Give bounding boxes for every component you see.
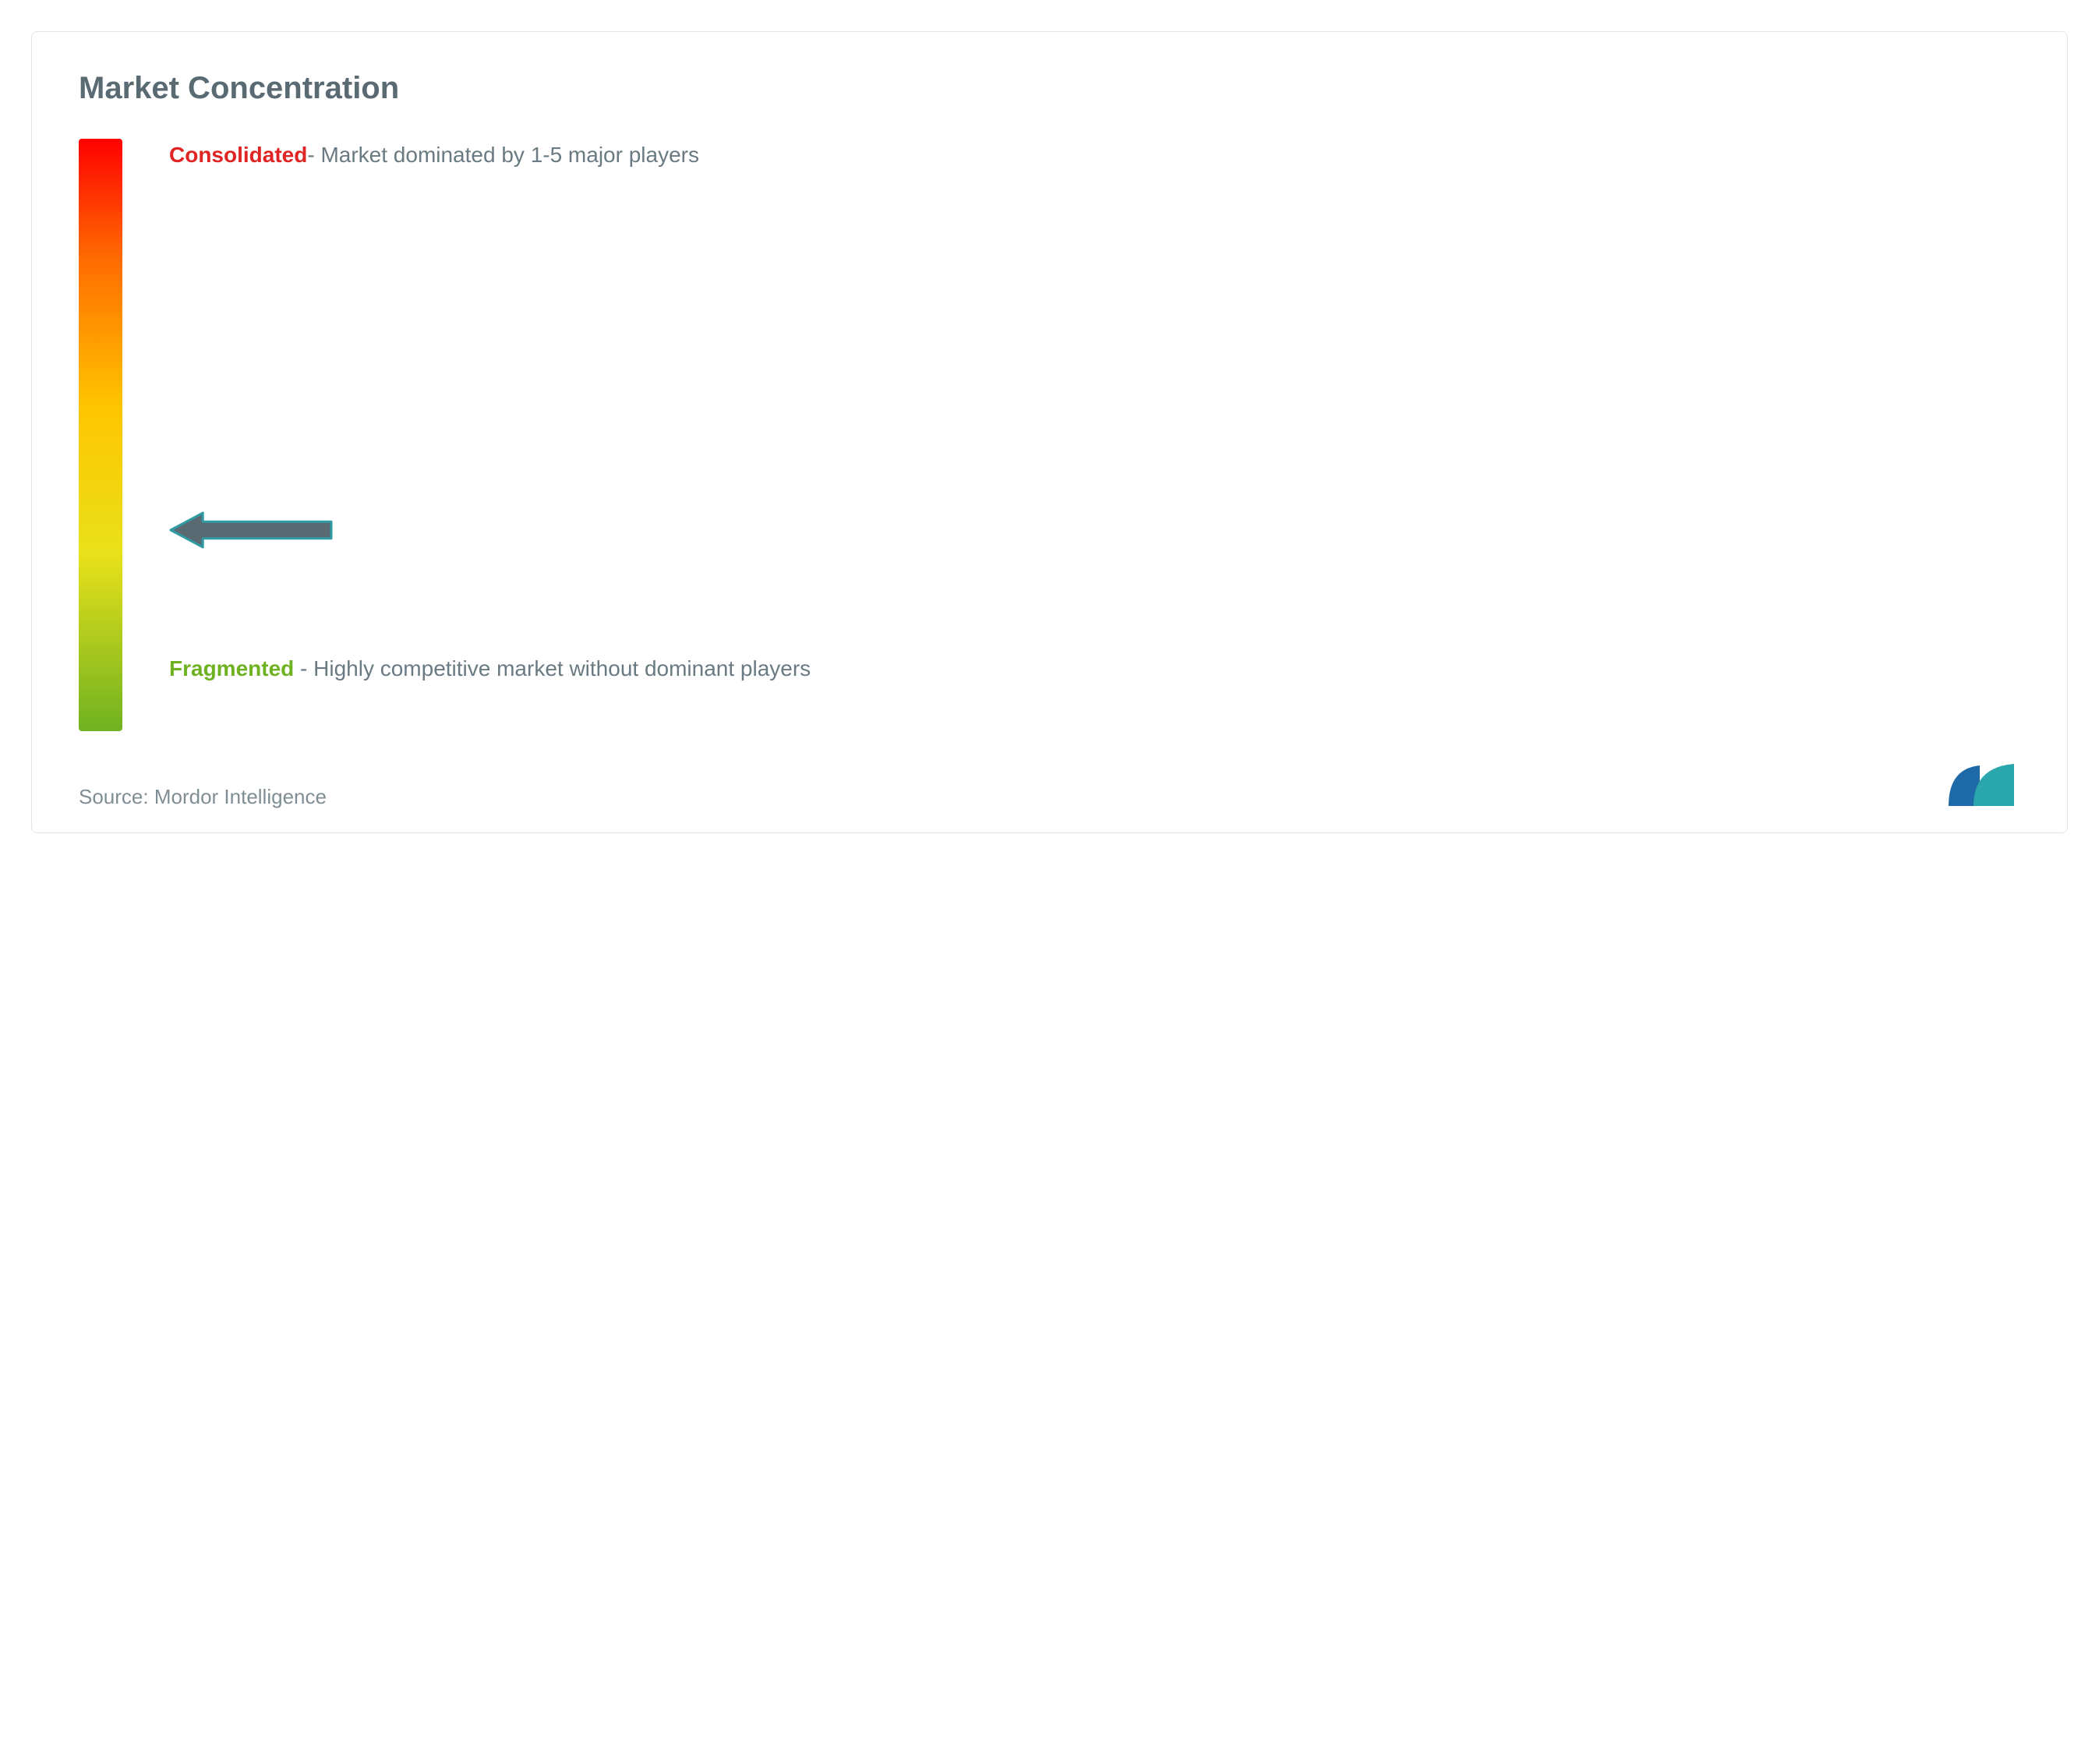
scale-labels: Consolidated- Market dominated by 1-5 ma… [169,139,2020,731]
market-concentration-card: Market Concentration Consolidated- Marke… [31,31,2068,833]
source-value: Mordor Intelligence [154,785,327,808]
fragmented-label: Fragmented - Highly competitive market w… [169,649,2020,689]
card-title: Market Concentration [79,71,2020,106]
concentration-scale [79,139,122,731]
source-label: Source: [79,785,154,808]
fragmented-desc: - Highly competitive market without domi… [294,656,811,681]
card-footer: Source: Mordor Intelligence [79,759,2020,809]
position-arrow [169,511,333,553]
mordor-logo [1945,759,2020,809]
fragmented-key: Fragmented [169,656,294,681]
consolidated-label: Consolidated- Market dominated by 1-5 ma… [169,139,2020,171]
consolidated-key: Consolidated [169,143,307,167]
source-line: Source: Mordor Intelligence [79,785,327,809]
consolidated-desc: - Market dominated by 1-5 major players [307,143,699,167]
arrow-icon [169,511,333,549]
card-content: Consolidated- Market dominated by 1-5 ma… [79,139,2020,731]
